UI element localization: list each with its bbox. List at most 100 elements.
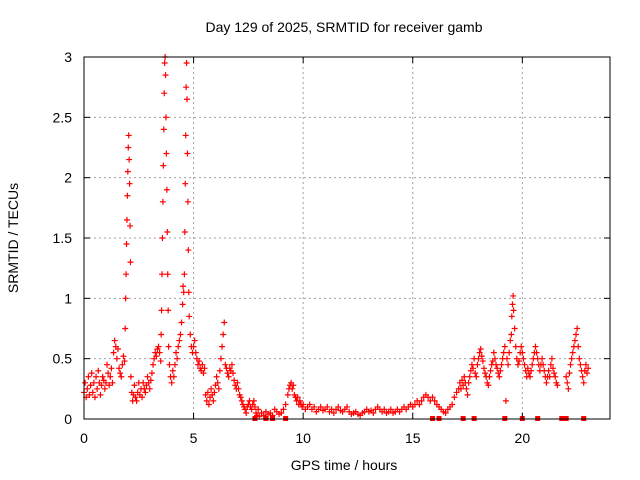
data-point [95,367,102,374]
data-point [123,216,130,223]
x-tick-label: 0 [80,430,88,446]
data-point [214,379,221,386]
data-point [181,228,188,235]
data-point [494,365,501,372]
data-point [476,349,483,356]
data-point [577,361,584,368]
data-point [330,409,337,416]
y-tick-label: 1 [64,290,72,306]
data-point [104,361,111,368]
data-point [144,373,151,380]
data-point [540,361,547,368]
data-point [381,406,388,413]
data-point [580,379,587,386]
data-point [479,358,486,365]
data-point [139,394,146,401]
x-tick-label: 15 [405,430,421,446]
data-point [87,382,94,389]
data-point [164,228,171,235]
data-point [177,331,184,338]
data-point [472,370,479,377]
data-point [211,389,218,396]
data-point [88,370,95,377]
data-point [133,397,140,404]
data-point [463,385,470,392]
y-axis-label: SRMTID / TECUs [5,183,21,293]
data-point [183,84,190,91]
data-point [164,271,171,278]
data-point [551,370,558,377]
data-point [113,355,120,362]
data-point [300,401,307,408]
data-point [344,403,350,410]
data-point [162,114,169,121]
data-point [184,96,191,103]
data-point [184,198,191,205]
data-point [160,126,167,133]
data-point [178,319,185,326]
data-point [101,385,108,392]
data-point [237,394,244,401]
data-point [566,370,573,377]
data-point [182,180,189,187]
data-point [524,365,531,372]
data-point [225,373,232,380]
data-point [280,406,287,413]
data-point [575,343,582,350]
data-point [457,385,464,392]
data-point [123,271,130,278]
data-point [416,401,423,408]
data-point [161,60,168,67]
data-point [324,403,331,410]
data-point [196,358,203,365]
data-point [248,406,255,413]
data-point [213,373,220,380]
data-point [200,370,207,377]
data-point [496,373,503,380]
data-point [182,132,189,139]
data-point [284,391,291,398]
data-point [583,370,590,377]
x-axis-label: GPS time / hours [291,457,398,473]
data-point [146,385,153,392]
data-point [176,337,183,344]
y-tick-label: 0.5 [53,351,73,367]
data-point [153,353,160,360]
data-point [442,409,449,416]
data-point [159,198,166,205]
data-point [222,361,229,368]
data-point [520,355,527,362]
data-point [127,373,134,380]
data-point [431,397,438,404]
data-point [173,349,180,356]
data-point [569,349,576,356]
data-point [126,156,133,163]
data-point [160,162,167,169]
data-point [465,379,472,386]
data-point [243,409,250,416]
data-point [102,379,109,386]
data-point [147,377,154,384]
data-point [539,355,546,362]
data-point [278,409,285,416]
data-point [568,355,575,362]
data-point [94,385,101,392]
data-point [466,373,473,380]
data-point [563,373,570,380]
data-point [507,337,514,344]
data-point [208,385,215,392]
data-point [110,349,117,356]
data-point [497,367,504,374]
data-point [170,373,177,380]
data-point [116,365,123,372]
data-point [547,361,554,368]
data-point [186,313,193,320]
data-point [459,377,466,384]
data-point [335,403,342,410]
data-point [105,370,112,377]
data-point [516,358,523,365]
data-point [487,367,494,374]
data-point [131,382,138,389]
data-point [210,397,217,404]
data-point [166,361,173,368]
